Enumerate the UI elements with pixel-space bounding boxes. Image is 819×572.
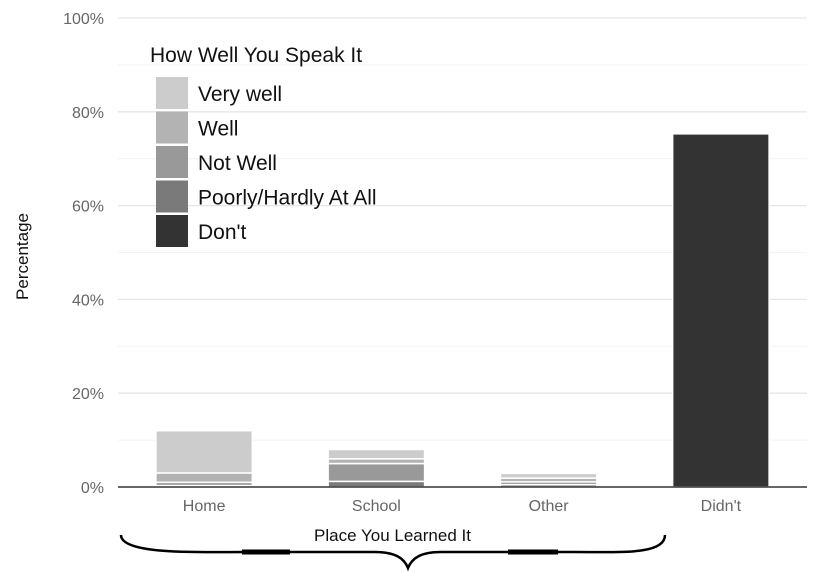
y-tick-label: 20% <box>72 386 104 403</box>
y-tick-label: 40% <box>72 292 104 309</box>
y-tick-label: 60% <box>72 199 104 216</box>
bar-segment <box>671 133 770 488</box>
x-tick-label: Other <box>529 498 570 515</box>
legend-label: Not Well <box>198 152 277 175</box>
bar-segment <box>327 448 426 460</box>
bar-segment <box>327 462 426 483</box>
legend-label: Well <box>198 118 238 141</box>
x-tick-label: School <box>352 498 401 515</box>
y-tick-label: 80% <box>72 105 104 122</box>
y-axis-title: Percentage <box>13 213 32 300</box>
bar-segment <box>327 480 426 488</box>
legend-swatch <box>156 146 188 178</box>
legend-title: How Well You Speak It <box>150 44 362 67</box>
bar-segment <box>499 472 598 479</box>
y-axis-ticks: 0% 20% 40% 60% 80% 100% <box>63 11 104 497</box>
legend-swatch <box>156 215 188 247</box>
bar-segment <box>155 472 254 484</box>
legend-label: Very well <box>198 83 282 106</box>
legend: How Well You Speak It Very well Well Not W… <box>150 44 377 247</box>
y-tick-label: 100% <box>63 11 104 28</box>
legend-swatch <box>156 111 188 144</box>
legend-label: Don't <box>198 221 247 244</box>
x-axis-ticks: Home School Other Didn't <box>183 498 742 515</box>
x-axis-title: Place You Learned It <box>314 526 471 545</box>
bars <box>155 133 770 488</box>
legend-swatch <box>156 77 188 109</box>
gridlines <box>118 17 807 441</box>
legend-swatch <box>156 180 188 213</box>
legend-label: Poorly/Hardly At All <box>198 187 377 210</box>
y-tick-label: 0% <box>81 480 104 497</box>
x-tick-label: Didn't <box>701 498 742 515</box>
bar-segment <box>155 429 254 474</box>
curly-brace-annotation <box>119 534 667 572</box>
x-tick-label: Home <box>183 498 226 515</box>
